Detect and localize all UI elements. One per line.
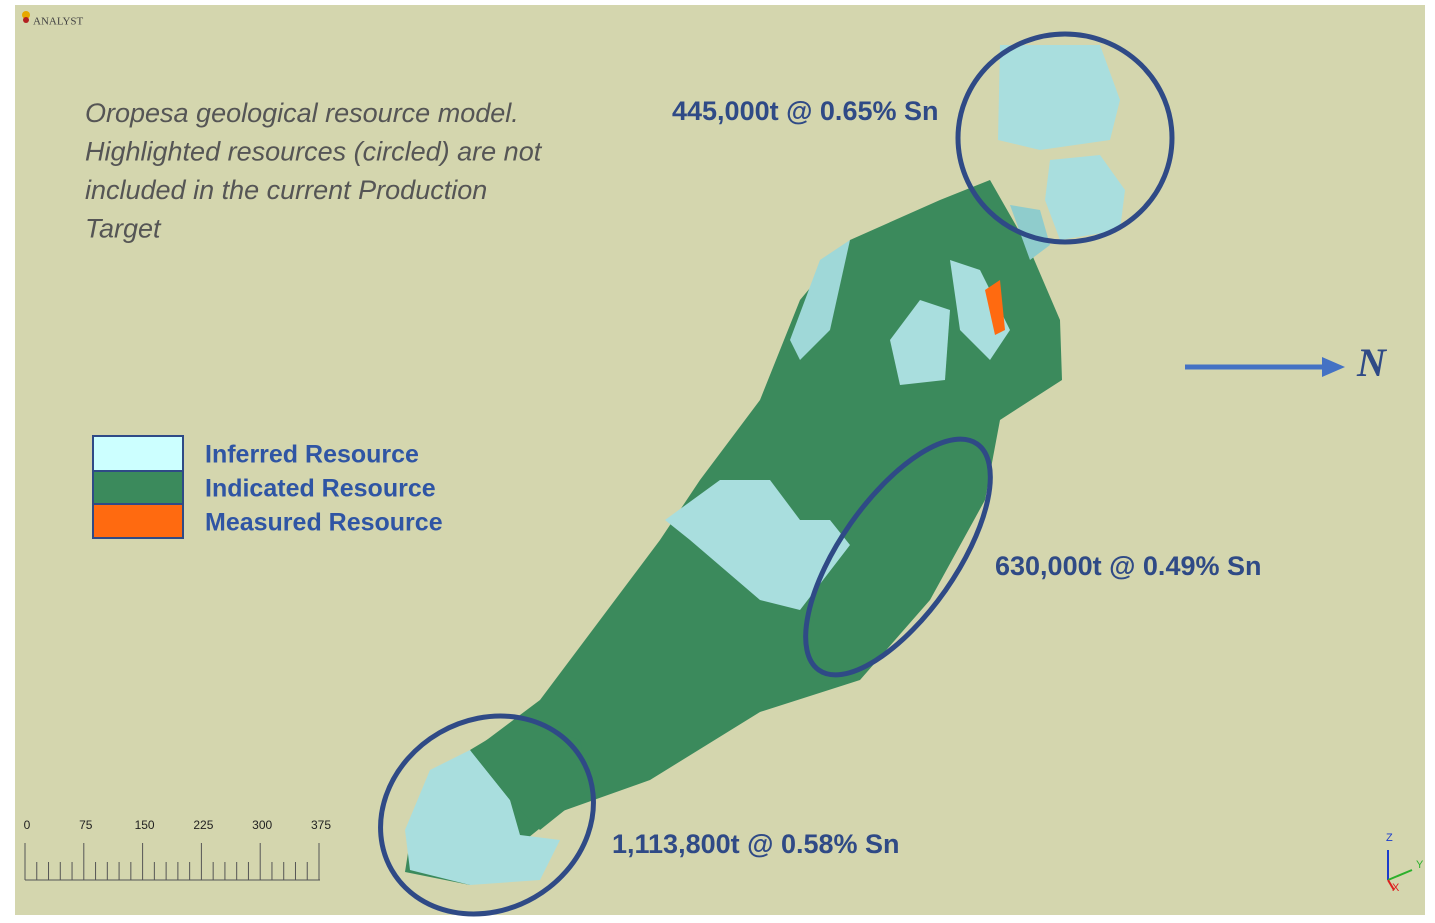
scale-label: 375 <box>311 818 331 832</box>
legend-label: Indicated Resource <box>205 475 436 503</box>
logo: ANALYST <box>33 16 84 28</box>
north-label: N <box>1356 340 1388 385</box>
axis-label: Z <box>1386 832 1393 844</box>
legend: Inferred Resource Indicated Resource Mea… <box>93 436 443 538</box>
legend-label: Inferred Resource <box>205 441 419 469</box>
scale-label: 150 <box>135 818 155 832</box>
scale-label: 0 <box>24 818 31 832</box>
logo-icon <box>23 17 29 23</box>
scale-label: 300 <box>252 818 272 832</box>
annotation: 630,000t @ 0.49% Sn <box>995 551 1261 581</box>
scale-label: 75 <box>79 818 93 832</box>
legend-label: Measured Resource <box>205 509 443 537</box>
screenshot: ANALYST Oropesa geological resource mode… <box>0 0 1435 923</box>
caption-line: included in the current Production <box>85 175 487 205</box>
annotation: 445,000t @ 0.65% Sn <box>672 96 938 126</box>
caption-line: Highlighted resources (circled) are not <box>85 137 543 167</box>
annotation: 1,113,800t @ 0.58% Sn <box>612 829 900 859</box>
axis-label: X <box>1392 882 1400 894</box>
caption-line: Oropesa geological resource model. <box>85 98 519 128</box>
axis-label: Y <box>1416 859 1424 871</box>
caption-line: Target <box>85 214 162 244</box>
scale-label: 225 <box>193 818 213 832</box>
